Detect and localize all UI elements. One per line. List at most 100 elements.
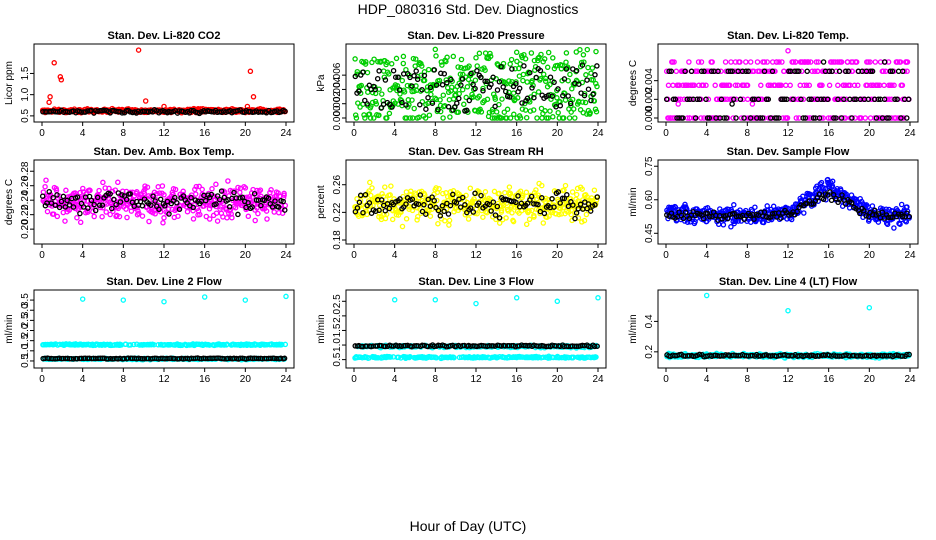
data-point [696,96,703,103]
data-point [820,59,827,65]
data-point [146,218,152,225]
data-point [354,68,361,75]
data-point [362,115,368,121]
data-point [838,59,845,65]
data-point [792,96,798,103]
data-point [484,78,490,85]
data-point [456,95,462,102]
data-point [421,77,428,84]
data-point [733,115,739,121]
data-point [554,298,561,305]
data-point [887,68,894,75]
series-points [39,47,288,117]
data-point [74,214,80,221]
data-point [180,188,186,195]
x-tick-label: 8 [433,128,439,139]
data-point [793,115,800,121]
data-point [551,65,558,72]
x-tick-label: 24 [592,250,604,261]
data-point [829,68,835,75]
data-point [579,99,586,105]
data-point [900,115,907,121]
x-tick-label: 24 [904,128,916,139]
data-point [737,96,744,103]
data-point [862,115,869,121]
data-point [763,68,770,75]
data-point [441,208,447,215]
data-point [482,189,489,195]
data-point [591,187,598,193]
data-point [798,96,804,103]
data-point [764,203,770,209]
data-point [889,68,896,75]
chart-title: Stan. Dev. Gas Stream RH [408,146,544,158]
x-tick-label: 12 [158,250,170,261]
data-point [413,56,419,62]
data-point [468,70,474,77]
data-point [465,76,472,83]
data-point [433,82,440,88]
data-point [875,96,882,103]
data-point [533,74,539,81]
data-point [587,109,593,116]
data-point [765,96,772,103]
data-point [441,71,448,77]
data-point [428,91,434,98]
data-point [159,183,166,189]
data-point [454,100,460,106]
data-point [563,50,570,56]
data-point [522,107,529,113]
data-point [772,68,778,75]
data-point [897,221,903,227]
data-point [804,68,810,75]
y-tick-label: 0.45 [644,223,655,243]
data-point [272,198,278,204]
y-tick-label: 3.5 [20,293,31,307]
data-point [409,83,415,89]
data-point [570,106,577,112]
data-point [773,115,780,121]
data-point [502,88,509,95]
data-point [813,59,820,65]
y-tick-label: 0.002 [332,91,343,116]
data-point [585,86,592,92]
data-point [418,60,424,67]
x-tick-label: 4 [704,250,710,261]
data-point [474,68,480,74]
series-points [664,292,912,361]
data-point [112,187,119,193]
data-point [124,214,130,221]
data-point [387,192,393,198]
data-point [439,82,446,88]
data-point [231,189,237,196]
data-point [826,68,833,75]
data-point [213,181,219,188]
data-point [729,68,735,75]
data-point [275,204,282,210]
data-point [670,96,677,103]
data-point [494,87,501,93]
data-point [459,76,466,82]
data-point [663,96,670,103]
data-point [165,206,172,212]
data-point [865,96,872,103]
x-tick-label: 4 [392,250,398,261]
data-point [671,59,677,65]
x-tick-label: 8 [745,128,751,139]
data-point [77,219,84,226]
data-point [531,94,537,101]
data-point [816,115,823,121]
data-point [214,218,221,224]
data-point [729,101,735,107]
data-point [504,106,511,113]
data-point [904,59,911,65]
data-point [448,76,454,83]
data-point [392,74,399,80]
data-point [894,96,900,103]
data-point [847,96,853,103]
data-point [790,96,796,103]
data-point [700,82,707,89]
data-point [692,115,699,121]
data-point [567,100,574,107]
data-point [353,115,360,121]
